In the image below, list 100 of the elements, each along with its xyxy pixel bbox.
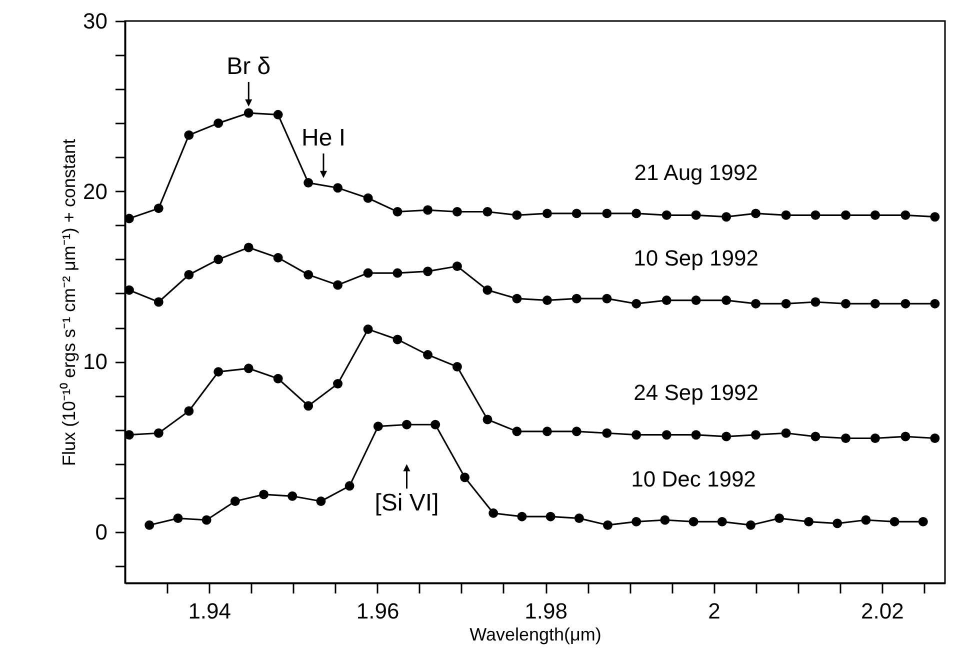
- point: [841, 210, 850, 220]
- point: [402, 420, 412, 430]
- point: [244, 108, 254, 118]
- point: [722, 296, 732, 306]
- point: [373, 422, 383, 432]
- point: [890, 516, 900, 526]
- point: [603, 520, 612, 530]
- point: [482, 285, 492, 295]
- point: [746, 520, 756, 530]
- point: [632, 208, 642, 218]
- point: [333, 379, 343, 388]
- point: [333, 183, 343, 193]
- point: [288, 491, 298, 501]
- point: [542, 208, 552, 218]
- y-axis-title: Flux (10⁻¹⁰ ergs s⁻¹ cm⁻² μm⁻¹) + constant: [59, 139, 80, 466]
- y-tick-label: 20: [83, 178, 108, 204]
- point: [722, 212, 732, 222]
- point: [810, 432, 820, 442]
- annotation: [Si VI]: [374, 490, 439, 517]
- point: [244, 364, 254, 374]
- point: [154, 204, 164, 214]
- point: [930, 212, 940, 222]
- point: [781, 428, 791, 438]
- point: [512, 294, 522, 304]
- series-label: 21 Aug 1992: [634, 160, 758, 186]
- x-tick-label: 1.94: [188, 598, 232, 624]
- point: [572, 294, 582, 304]
- point: [691, 430, 701, 440]
- point: [722, 432, 732, 442]
- point: [430, 420, 440, 430]
- point: [751, 430, 761, 440]
- point: [870, 298, 880, 308]
- point: [173, 514, 183, 524]
- x-tick-label: 1.96: [356, 598, 400, 624]
- point: [423, 266, 433, 276]
- point: [304, 270, 314, 280]
- point: [344, 481, 354, 491]
- point: [214, 367, 224, 377]
- point: [717, 516, 727, 526]
- annotation: He I: [301, 124, 346, 152]
- x-tick-label: 2: [708, 598, 720, 624]
- point: [392, 207, 402, 216]
- point: [870, 210, 880, 220]
- x-tick-label: 1.98: [524, 598, 568, 624]
- point: [781, 210, 791, 220]
- point: [517, 512, 527, 522]
- series-label: 10 Dec 1992: [631, 466, 756, 492]
- point: [900, 432, 910, 442]
- annotation: Br δ: [226, 52, 271, 80]
- point: [273, 252, 283, 262]
- point: [512, 210, 522, 220]
- point: [363, 193, 373, 203]
- point: [423, 350, 433, 360]
- point: [930, 298, 940, 308]
- point: [900, 298, 910, 308]
- point: [870, 434, 880, 443]
- point: [452, 262, 462, 271]
- point: [124, 285, 134, 295]
- point: [452, 362, 462, 372]
- point: [832, 518, 842, 528]
- point: [154, 428, 164, 438]
- point: [781, 298, 791, 308]
- point: [572, 208, 582, 218]
- point: [333, 280, 343, 290]
- x-axis-title: Wavelength(μm): [470, 624, 602, 644]
- point: [316, 496, 326, 506]
- point: [214, 118, 224, 128]
- point: [392, 268, 402, 278]
- point: [662, 296, 672, 306]
- point: [918, 516, 928, 526]
- point: [632, 298, 642, 308]
- point: [184, 406, 194, 416]
- point: [572, 426, 582, 436]
- point: [810, 210, 820, 220]
- y-tick-label: 0: [95, 519, 108, 544]
- point: [841, 434, 850, 443]
- point: [392, 334, 402, 344]
- x-tick-label: 2.02: [861, 598, 904, 624]
- point: [482, 414, 492, 424]
- point: [144, 520, 154, 530]
- point: [304, 401, 314, 411]
- point: [273, 374, 283, 384]
- point: [488, 508, 498, 518]
- point: [632, 516, 642, 526]
- point: [460, 472, 470, 482]
- point: [273, 110, 283, 120]
- point: [660, 515, 670, 525]
- point: [542, 426, 552, 436]
- series-label: 24 Sep 1992: [634, 380, 758, 405]
- point: [512, 426, 522, 436]
- point: [662, 430, 672, 440]
- point: [304, 178, 314, 188]
- point: [602, 208, 612, 218]
- point: [230, 496, 240, 506]
- point: [214, 254, 224, 264]
- point: [363, 324, 373, 334]
- point: [774, 514, 784, 524]
- y-tick-label: 10: [83, 349, 108, 374]
- point: [452, 207, 462, 216]
- point: [202, 515, 212, 525]
